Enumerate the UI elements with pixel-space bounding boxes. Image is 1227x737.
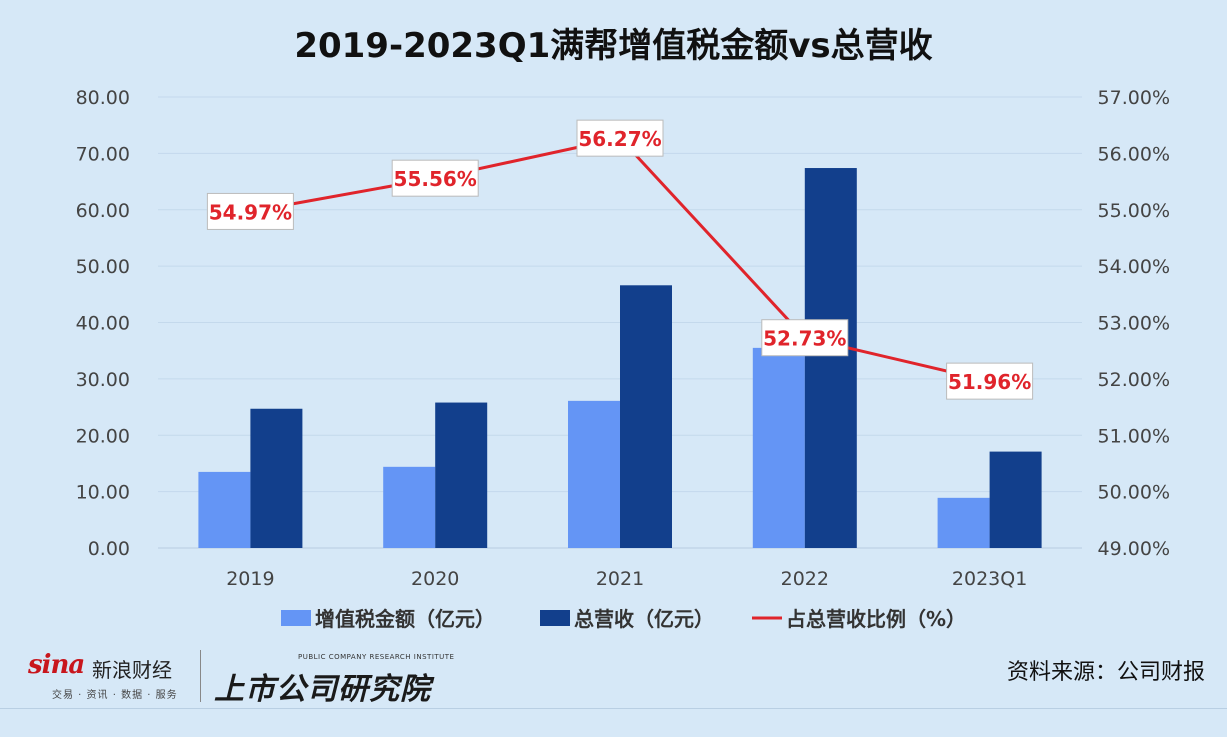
ratio-label-box	[391, 159, 479, 197]
x-tick-label: 2021	[596, 568, 644, 590]
bar-vat-amount	[752, 347, 805, 548]
legend-label: 占总营收比例（%）	[786, 607, 966, 631]
research-institute-name: 上市公司研究院	[214, 672, 431, 707]
sina-finance-name: 新浪财经	[92, 658, 172, 682]
x-tick-label: 2019	[226, 568, 274, 590]
brand-divider	[200, 650, 201, 702]
y-tick-label: 20.00	[76, 425, 130, 447]
legend-swatch-revenue	[540, 610, 570, 626]
legend-label: 增值税金额（亿元）	[315, 607, 495, 631]
bar-vat-amount	[383, 466, 436, 548]
y-tick-label: 10.00	[76, 482, 130, 504]
sina-finance-tagline: 交易 · 资讯 · 数据 · 服务	[52, 690, 178, 701]
x-tick-label: 2022	[781, 568, 829, 590]
ratio-label-box	[946, 362, 1034, 400]
ratio-label-box	[761, 319, 849, 357]
legend-label: 总营收（亿元）	[574, 607, 714, 631]
sina-logo: sina	[28, 650, 85, 680]
legend-swatch-vat	[281, 610, 311, 626]
y2-tick-label: 50.00%	[1098, 482, 1170, 504]
bar-total-revenue	[620, 285, 672, 548]
y2-tick-label: 51.00%	[1098, 425, 1170, 447]
y-tick-label: 50.00	[76, 256, 130, 278]
ratio-data-label: 55.56%	[394, 167, 477, 191]
bar-vat-amount	[198, 471, 251, 548]
y2-tick-label: 56.00%	[1098, 143, 1170, 165]
y-tick-label: 80.00	[76, 87, 130, 109]
ratio-data-label: 54.97%	[209, 200, 292, 224]
chart-title: 2019-2023Q1满帮增值税金额vs总营收	[294, 26, 933, 66]
y-tick-label: 70.00	[76, 143, 130, 165]
footer-divider	[0, 708, 1227, 709]
bar-total-revenue	[804, 168, 857, 548]
research-institute-tag: PUBLIC COMPANY RESEARCH INSTITUTE	[298, 653, 455, 661]
ratio-data-label: 56.27%	[578, 127, 661, 151]
y2-tick-label: 57.00%	[1098, 87, 1170, 109]
y2-tick-label: 53.00%	[1098, 313, 1170, 335]
y2-tick-label: 49.00%	[1098, 538, 1170, 560]
y2-tick-label: 55.00%	[1098, 200, 1170, 222]
bar-total-revenue	[989, 451, 1042, 548]
y-tick-label: 40.00	[76, 313, 130, 335]
y2-tick-label: 52.00%	[1098, 369, 1170, 391]
bar-total-revenue	[435, 402, 488, 548]
x-tick-label: 2023Q1	[952, 568, 1027, 590]
bar-total-revenue	[250, 408, 303, 548]
bar-vat-amount	[568, 400, 620, 548]
y2-tick-label: 54.00%	[1098, 256, 1170, 278]
y-tick-label: 60.00	[76, 200, 130, 222]
ratio-label-box	[206, 192, 294, 230]
x-tick-label: 2020	[411, 568, 459, 590]
bar-vat-amount	[937, 497, 990, 548]
data-source: 资料来源：公司财报	[1006, 660, 1205, 685]
ratio-data-label: 52.73%	[763, 327, 846, 351]
ratio-label-box	[576, 119, 664, 157]
ratio-data-label: 51.96%	[948, 370, 1031, 394]
y-tick-label: 30.00	[76, 369, 130, 391]
y-tick-label: 0.00	[88, 538, 130, 560]
